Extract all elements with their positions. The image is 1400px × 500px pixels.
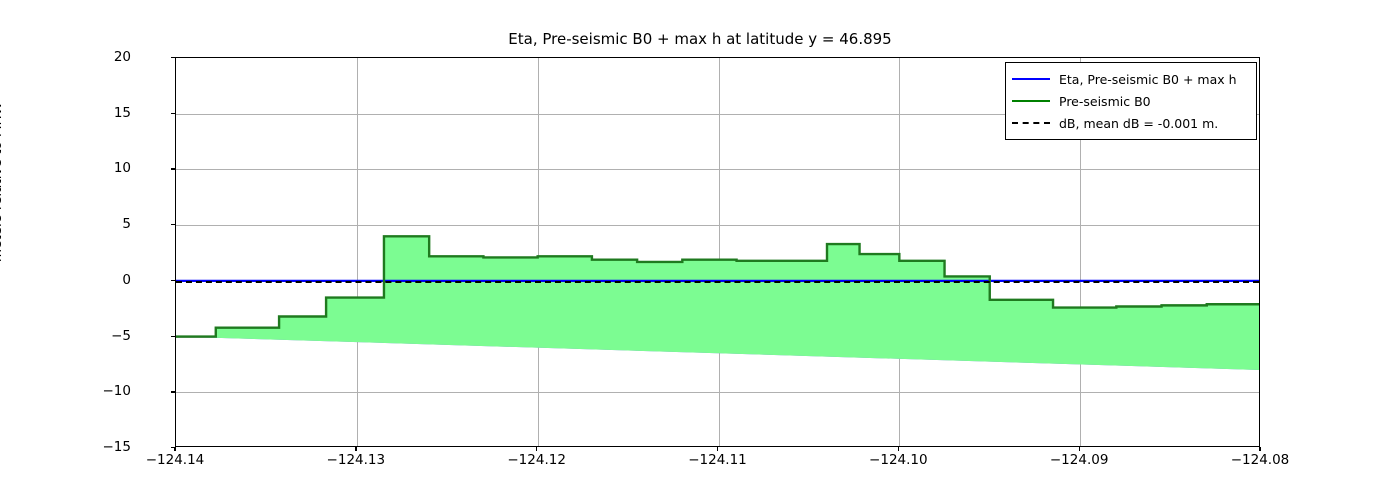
y-tick-mark [171,168,175,170]
gridline-horizontal [176,113,1259,115]
x-tick-mark [355,447,357,451]
gridline-horizontal [176,225,1259,227]
x-tick-label: −124.11 [688,452,747,468]
y-tick-label: 15 [113,104,131,121]
legend-label-db: dB, mean dB = -0.001 m. [1059,115,1219,131]
y-tick-mark [171,57,175,59]
chart-title: Eta, Pre-seismic B0 + max h at latitude … [508,30,892,48]
x-tick-mark [536,447,538,451]
y-tick-mark [171,335,175,337]
gridline-vertical [899,58,901,446]
x-tick-label: −124.14 [145,452,205,468]
x-tick-mark [174,447,176,451]
y-tick-mark [171,447,175,449]
y-tick-label: 10 [113,160,131,177]
x-tick-mark [897,447,900,451]
series-layer [176,235,1259,370]
legend: Eta, Pre-seismic B0 + max h Pre-seismic … [1005,62,1257,140]
x-tick-label: −124.08 [1230,452,1290,468]
legend-item-b0: Pre-seismic B0 [1012,90,1250,112]
y-tick-label: −5 [111,327,131,344]
y-tick-mark [171,112,175,114]
y-tick-label: 5 [122,216,131,233]
x-tick-label: −124.13 [326,452,386,468]
x-tick-mark [1259,447,1261,451]
y-tick-label: −15 [102,439,132,455]
legend-item-db: dB, mean dB = -0.001 m. [1012,112,1250,134]
mean-db-line [176,280,1259,283]
y-tick-mark [171,279,175,282]
y-tick-label: −10 [102,383,132,400]
land-fill [176,236,1259,370]
legend-item-eta: Eta, Pre-seismic B0 + max h [1012,68,1250,90]
x-tick-mark [1078,447,1080,451]
y-tick-mark [171,391,175,393]
y-tick-label: 20 [113,49,131,65]
y-axis-label: meters relative to MHW [0,101,5,263]
x-tick-label: −124.09 [1049,452,1109,468]
x-tick-label: −124.12 [507,452,566,468]
y-tick-label: 0 [122,271,131,288]
x-tick-mark [716,447,719,451]
gridline-horizontal [176,392,1259,394]
y-tick-mark [171,224,175,226]
b0-line [176,235,1259,338]
gridline-vertical [1080,58,1082,446]
x-tick-label: −124.10 [869,452,928,468]
legend-label-eta: Eta, Pre-seismic B0 + max h [1059,71,1237,87]
plot-clip [176,58,1259,446]
gridline-vertical [718,58,720,446]
gridline-vertical [356,58,358,446]
legend-label-b0: Pre-seismic B0 [1059,93,1151,109]
gridline-vertical [537,58,539,446]
gridline-horizontal [176,169,1259,171]
